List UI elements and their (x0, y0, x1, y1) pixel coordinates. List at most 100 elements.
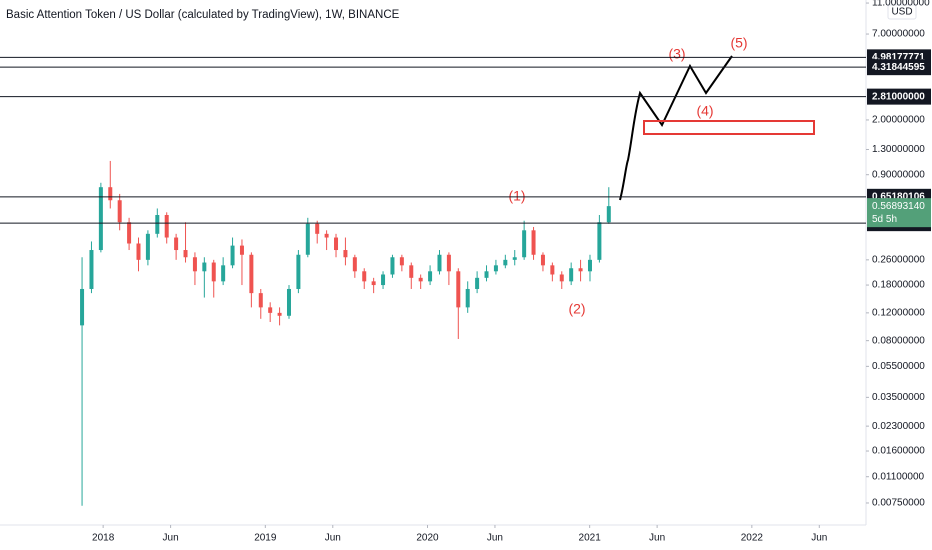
x-tick-label: Jun (163, 533, 179, 544)
wave-label: (4) (696, 103, 713, 119)
y-tick-label: 0.26000000 (872, 254, 925, 265)
candle-body (399, 257, 404, 266)
countdown-label: 5d 5h (872, 214, 897, 225)
candle-body (352, 257, 357, 272)
candle-body (409, 265, 414, 278)
candle-body (249, 254, 254, 294)
candle-body (145, 233, 150, 260)
x-tick-label: Jun (487, 533, 503, 544)
candle-body (343, 250, 348, 258)
y-tick-label: 2.00000000 (872, 115, 925, 126)
candle-body (522, 230, 527, 258)
candle-body (503, 259, 508, 266)
candle-body (221, 265, 226, 282)
candle-body (587, 259, 592, 272)
y-tick-label: 0.01600000 (872, 446, 925, 457)
candle-body (475, 277, 480, 289)
candle-body (305, 223, 310, 255)
x-tick-label: 2018 (92, 533, 115, 544)
candle-body (277, 312, 282, 316)
x-tick-label: Jun (811, 533, 827, 544)
candle-body (465, 288, 470, 308)
candle-body (202, 262, 207, 272)
price-tag-label: 4.98177771 (872, 52, 925, 63)
candle-body (211, 262, 216, 282)
candle-body (136, 243, 141, 260)
last-price-tag (867, 198, 931, 228)
x-tick-label: 2021 (579, 533, 602, 544)
x-tick-label: Jun (649, 533, 665, 544)
y-tick-label: 0.03500000 (872, 392, 925, 403)
candle-body (117, 200, 122, 223)
y-tick-label: 1.30000000 (872, 144, 925, 155)
y-tick-label: 7.00000000 (872, 29, 925, 40)
candle-body (258, 293, 263, 308)
target-zone (643, 120, 815, 135)
price-tag-label: 0.65180106 (872, 191, 925, 202)
candle-body (127, 222, 132, 244)
x-tick-label: 2022 (741, 533, 764, 544)
y-tick-label: 11.00000000 (872, 0, 930, 9)
candle-body (606, 206, 611, 223)
candle-body (108, 187, 113, 201)
plot (80, 160, 611, 506)
wave-label: (2) (568, 301, 585, 317)
candle-body (569, 268, 574, 282)
candle-body (512, 257, 517, 260)
price-tag-label: 2.81000000 (872, 91, 925, 102)
candle-body (456, 271, 461, 308)
candle-body (550, 265, 555, 275)
candle-body (446, 254, 451, 272)
y-tick-label: 0.18000000 (872, 280, 925, 291)
candle-body (80, 288, 85, 326)
candle-body (268, 307, 273, 313)
candle-body (484, 271, 489, 278)
candle-body (371, 281, 376, 286)
candle-body (493, 265, 498, 272)
candle-body (183, 250, 188, 258)
y-tick-label: 0.00750000 (872, 498, 925, 509)
y-tick-label: 0.90000000 (872, 169, 925, 180)
candle-body (428, 271, 433, 282)
candle-body (531, 230, 536, 255)
candle-body (381, 274, 386, 286)
y-tick-label: 0.12000000 (872, 308, 925, 319)
candle-body (559, 274, 564, 282)
candle-body (239, 245, 244, 255)
candle-body (437, 254, 442, 272)
candle-body (324, 233, 329, 238)
candle-body (578, 268, 583, 272)
x-tick-label: Jun (325, 533, 341, 544)
candle-body (390, 257, 395, 275)
candle-body (334, 237, 339, 251)
price-tag (867, 59, 931, 76)
price-tag-label: 4.31844595 (872, 62, 925, 73)
candle-body (98, 187, 103, 251)
candle-body (362, 271, 367, 282)
candle-body (192, 257, 197, 272)
wave-label: (5) (730, 35, 747, 51)
candle-body (89, 250, 94, 289)
candle-body (597, 222, 602, 260)
y-tick-label: 0.05500000 (872, 361, 925, 372)
candle-body (174, 237, 179, 251)
chart-title: Basic Attention Token / US Dollar (calcu… (6, 9, 400, 21)
wave-drawing (619, 55, 733, 201)
wave-label: (3) (668, 46, 685, 62)
candle-body (164, 215, 169, 238)
last-price-label: 0.56893140 (872, 201, 925, 212)
y-tick-label: 0.08000000 (872, 335, 925, 346)
x-tick-label: 2020 (416, 533, 439, 544)
y-tick-label: 0.02300000 (872, 421, 925, 432)
y-tick-label: 0.01100000 (872, 471, 925, 482)
candle-body (230, 245, 235, 266)
currency-label: USD (891, 7, 912, 18)
wave-label: (1) (508, 188, 525, 204)
x-tick-label: 2019 (254, 533, 277, 544)
candle-body (418, 277, 423, 282)
candle-body (155, 215, 160, 234)
currency-box (887, 4, 917, 20)
candle-body (296, 254, 301, 289)
